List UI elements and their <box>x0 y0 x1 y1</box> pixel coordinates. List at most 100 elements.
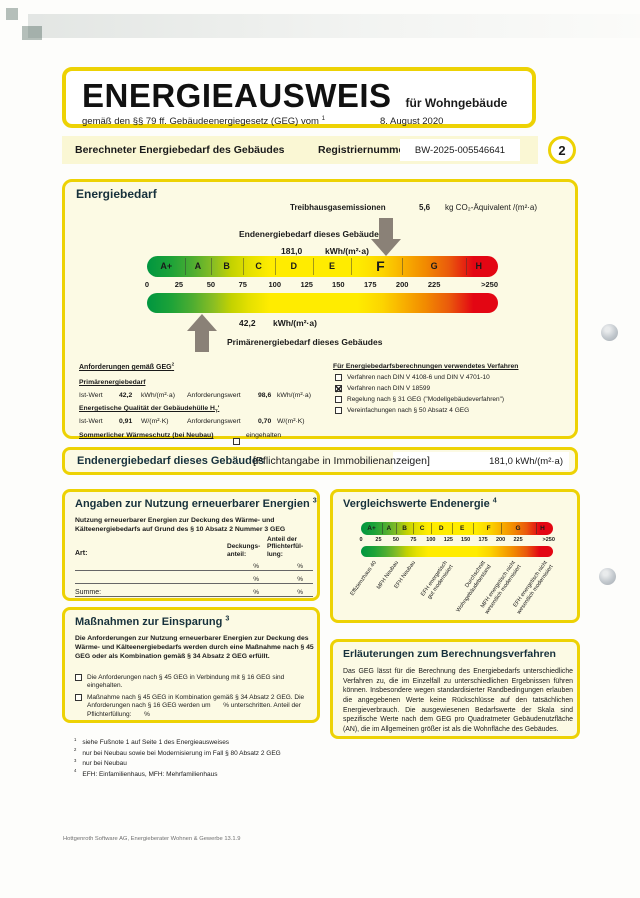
verfahren-option-row: Verfahren nach DIN V 18599 <box>334 383 571 396</box>
endenergie-marker-arrow-icon <box>371 218 401 256</box>
mini-scale-ticks: 0 25 50 75 100 125 150 175 200 225 >250 <box>359 537 555 545</box>
verfahren-option-row: Regelung nach § 31 GEG ("Modellgebäudeve… <box>335 396 571 403</box>
footnote: 1 siehe Fußnote 1 auf Seite 1 des Energie… <box>74 737 281 746</box>
erneuerbare-table: Art: Deckungs- anteil: Anteil der Pflich… <box>75 536 313 598</box>
anforderungswert-label-2: Anforderungswert <box>187 418 241 425</box>
anforderungen-title: Anforderungen gemäß GEG2 <box>79 361 175 371</box>
erneuerbare-energien-box: Angaben zur Nutzung erneuerbarer Energie… <box>62 489 320 601</box>
percent-sign: % <box>297 563 303 571</box>
mini-tick: 125 <box>443 537 453 543</box>
checkbox-din-4108 <box>335 374 342 381</box>
tick-50: 50 <box>206 280 216 289</box>
anf-unit-2: W/(m²·K) <box>277 418 305 425</box>
banner-value: 181,0 kWh/(m²·a) <box>489 456 563 467</box>
class-separator <box>500 523 502 534</box>
class-separator <box>313 258 315 275</box>
class-label-g: G <box>430 261 438 271</box>
mini-tick: 150 <box>461 537 471 543</box>
mini-tick: 100 <box>426 537 436 543</box>
verfahren-option-label: Verfahren nach DIN V 4108-6 und DIN V 47… <box>347 374 490 381</box>
mini-class-g: G <box>515 525 521 532</box>
mini-class-a: A <box>386 525 392 532</box>
checkbox-vereinfachungen <box>335 407 342 414</box>
scan-corner-mark <box>6 8 18 20</box>
endenergie-banner: Endenergiebedarf dieses Gebäudes [Pflich… <box>62 447 578 475</box>
arrow-stem <box>195 331 209 352</box>
ht-subscript: T <box>214 408 218 414</box>
footnote-number: 3 <box>74 757 77 763</box>
document-title: ENERGIEAUSWEIS <box>82 77 392 114</box>
ist-wert-2: 0,91 <box>119 418 133 425</box>
class-separator <box>472 523 474 534</box>
verfahren-option-label: Regelung nach § 31 GEG ("Modellgebäudeve… <box>347 396 505 403</box>
scale-tick-labels: 0 25 50 75 100 125 150 175 200 225 >250 <box>144 280 498 290</box>
percent-sign: % <box>253 563 259 571</box>
ht-prime: ' <box>217 405 220 412</box>
law-date: 8. August 2020 <box>380 116 444 127</box>
class-separator <box>242 258 244 275</box>
footnotes: 1 siehe Fußnote 1 auf Seite 1 des Energie… <box>74 737 281 781</box>
tick-150: 150 <box>332 280 345 289</box>
art-label: Art: <box>75 550 88 558</box>
checkbox-par45-kombination <box>75 694 82 701</box>
primaerenergie-value: 42,2 <box>239 318 256 328</box>
endenergie-unit: kWh/(m²·a) <box>325 246 369 256</box>
footnote-text: EFH: Einfamilienhaus, MFH: Mehrfamilienh… <box>82 770 218 778</box>
tick-0: 0 <box>144 280 150 289</box>
ist-wert-label: Ist-Wert <box>79 392 103 399</box>
erlaeuterungen-title: Erläuterungen zum Berechnungsverfahren <box>343 648 556 660</box>
class-separator <box>535 523 537 534</box>
verfahren-option-label: Vereinfachungen nach § 50 Absatz 4 GEG <box>347 407 470 414</box>
primaerenergie-unit: kWh/(m²·a) <box>273 318 317 328</box>
arrow-stem <box>379 218 393 239</box>
vergleichswerte-box: Vergleichswerte Endenergie 4 A+ A B C D … <box>330 489 580 623</box>
tick-75: 75 <box>238 280 247 289</box>
gebaeudehuelle-subheading: Energetische Qualität der Gebäudehülle H… <box>79 405 220 414</box>
massnahmen-option-row: Maßnahme nach § 45 GEG in Kombination ge… <box>75 694 317 719</box>
col-deckungsanteil: Deckungs- anteil: <box>227 543 261 558</box>
tick-125: 125 <box>300 280 313 289</box>
anf-unit-1: kWh/(m²·a) <box>277 392 311 399</box>
erneuerbare-row: % % <box>75 558 313 572</box>
banner-note: [Pflichtangabe in Immobilienanzeigen] <box>253 455 430 467</box>
footnote-text: nur bei Neubau <box>82 760 127 767</box>
hole-punch <box>599 568 616 585</box>
erneuerbare-title: Angaben zur Nutzung erneuerbarer Energie… <box>75 497 317 510</box>
mini-tick: >250 <box>542 537 555 543</box>
primary-energy-scale <box>147 293 498 313</box>
gebaeudehuelle-text: Energetische Qualität der Gebäudehülle H <box>79 405 215 412</box>
massnahmen-title-text: Maßnahmen zur Einsparung <box>75 616 223 628</box>
verfahren-option-label: Verfahren nach DIN V 18599 <box>347 385 431 392</box>
verfahren-title: Für Energiebedarfsberechnungen verwendet… <box>333 363 519 370</box>
class-label-b: B <box>223 261 230 271</box>
mini-tick: 25 <box>375 537 382 543</box>
mini-tick: 225 <box>513 537 523 543</box>
primaerenergie-label: Primärenergiebedarf dieses Gebäudes <box>227 337 383 347</box>
class-separator <box>185 258 187 275</box>
verfahren-option-row: Vereinfachungen nach § 50 Absatz 4 GEG <box>335 407 571 414</box>
footnote-ref-4: 4 <box>492 496 497 505</box>
percent-sign: % <box>297 589 303 597</box>
class-label-aplus: A+ <box>160 261 173 271</box>
checkbox-par45-par16 <box>75 674 82 681</box>
mini-class-c: C <box>419 525 425 532</box>
massnahmen-option-row: Die Anforderungen nach § 45 GEG in Verbi… <box>75 674 317 691</box>
ist-unit-1: kWh/(m²·a) <box>141 392 175 399</box>
mini-class-b: B <box>402 525 407 532</box>
class-separator <box>210 258 212 275</box>
verfahren-option-row: Verfahren nach DIN V 4108-6 und DIN V 47… <box>335 374 571 381</box>
scan-corner-mark <box>22 26 42 40</box>
ghg-label: Treibhausgasemissionen <box>290 203 386 212</box>
sommerlicher-waermeschutz-label: Sommerlicher Wärmeschutz (bei Neubau) <box>79 432 214 439</box>
footnote: 4 EFH: Einfamilienhaus, MFH: Mehrfamilien… <box>74 769 281 778</box>
footnote-ref-3: 3 <box>225 614 230 623</box>
banner-label: Endenergiebedarf dieses Gebäudes <box>77 455 265 467</box>
tick-175: 175 <box>363 280 377 289</box>
mini-class-f: F <box>486 525 491 532</box>
class-label-d: D <box>290 261 297 271</box>
checkbox-modellgebaeude <box>335 396 342 403</box>
eingehalten-label: eingehalten <box>246 432 282 439</box>
mini-class-e: E <box>460 525 465 532</box>
class-label-a: A <box>194 261 202 271</box>
footnote-ref-2: 2 <box>171 361 175 367</box>
